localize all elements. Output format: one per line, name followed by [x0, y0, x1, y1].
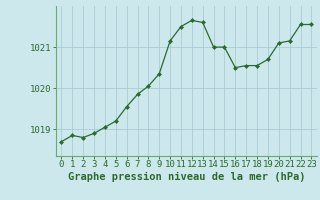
X-axis label: Graphe pression niveau de la mer (hPa): Graphe pression niveau de la mer (hPa)	[68, 172, 305, 182]
